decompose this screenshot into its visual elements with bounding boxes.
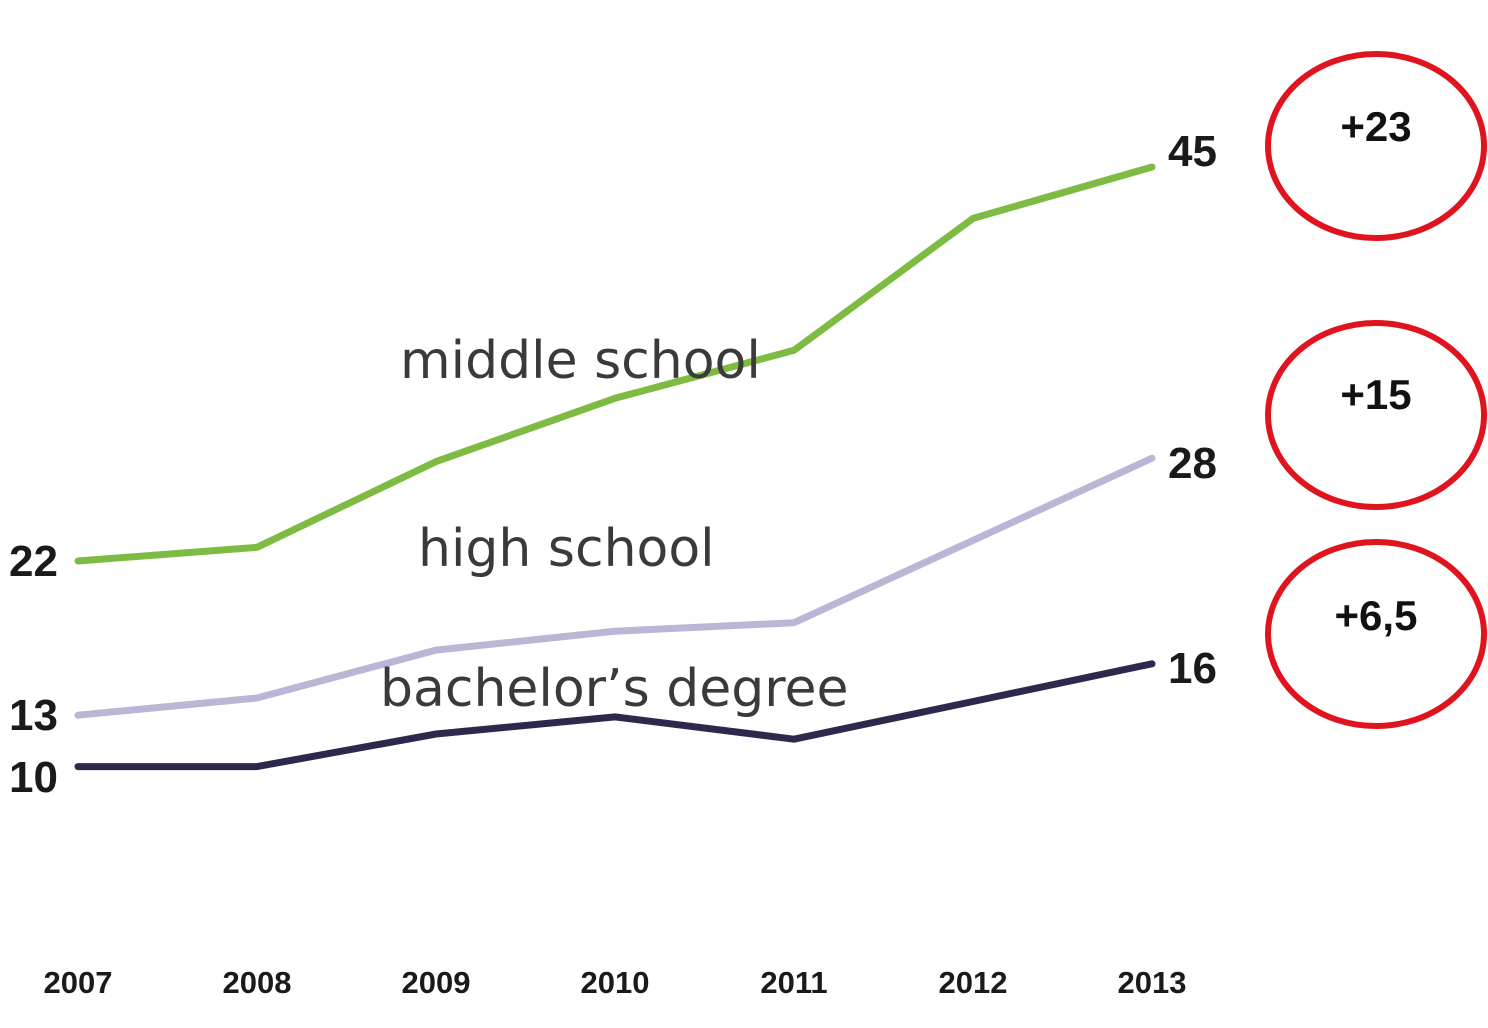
data-point-high-school-2012 bbox=[970, 537, 976, 544]
x-tick-label-2011: 2011 bbox=[760, 965, 827, 1000]
data-point-middle-school-2007 bbox=[75, 558, 81, 564]
end-value-labels: 45 28 16 bbox=[1168, 127, 1217, 693]
x-tick-label-2008: 2008 bbox=[223, 965, 292, 1000]
x-tick-label-2012: 2012 bbox=[939, 965, 1008, 1000]
data-point-high-school-2011 bbox=[791, 619, 797, 626]
data-point-high-school-2008 bbox=[254, 695, 260, 701]
data-point-bachelors-degree-2008 bbox=[254, 763, 260, 770]
series-name-bachelors-degree: bachelor’s degree bbox=[380, 659, 848, 719]
series-name-high-school: high school bbox=[418, 519, 715, 579]
x-tick-label-2007: 2007 bbox=[44, 965, 113, 1000]
end-value-label-middle-school: 45 bbox=[1168, 127, 1217, 176]
x-axis-tick-labels: 2007 2008 2009 2010 2011 2012 2013 bbox=[44, 965, 1187, 1000]
data-point-high-school-2013 bbox=[1149, 455, 1155, 462]
end-value-label-bachelors-degree: 16 bbox=[1168, 644, 1217, 693]
data-point-high-school-2010 bbox=[612, 628, 618, 635]
data-point-bachelors-degree-2007 bbox=[75, 763, 81, 770]
end-value-label-high-school: 28 bbox=[1168, 439, 1217, 488]
x-tick-label-2010: 2010 bbox=[581, 965, 650, 1000]
data-point-bachelors-degree-2011 bbox=[791, 736, 797, 743]
start-value-labels: 22 13 10 bbox=[9, 537, 58, 802]
series-name-middle-school: middle school bbox=[400, 331, 761, 391]
start-value-label-middle-school: 22 bbox=[9, 537, 58, 586]
data-point-middle-school-2012 bbox=[970, 215, 976, 222]
data-point-bachelors-degree-2009 bbox=[433, 731, 439, 737]
start-value-label-bachelors-degree: 10 bbox=[9, 753, 58, 802]
series-name-labels: middle school high school bachelor’s degre… bbox=[380, 331, 848, 719]
change-label-middle-school: +23 bbox=[1340, 103, 1411, 150]
series-lines bbox=[74, 163, 1156, 771]
data-point-middle-school-2008 bbox=[254, 544, 260, 551]
x-tick-label-2013: 2013 bbox=[1118, 965, 1187, 1000]
change-circle-middle-school bbox=[1265, 51, 1487, 241]
change-circle-high-school bbox=[1265, 320, 1487, 510]
data-point-bachelors-degree-2013 bbox=[1149, 660, 1155, 667]
data-point-middle-school-2011 bbox=[791, 347, 797, 354]
change-circle-bachelors-degree bbox=[1265, 539, 1487, 729]
data-point-bachelors-degree-2012 bbox=[970, 698, 976, 705]
start-value-label-high-school: 13 bbox=[9, 691, 58, 740]
data-point-bachelors-degree-2010 bbox=[612, 713, 618, 720]
change-label-bachelors-degree: +6,5 bbox=[1335, 592, 1418, 639]
change-annotations: +23 +15 +6,5 bbox=[1265, 51, 1487, 729]
data-point-high-school-2007 bbox=[75, 712, 81, 719]
data-point-high-school-2009 bbox=[433, 647, 439, 654]
data-point-middle-school-2013 bbox=[1149, 164, 1155, 170]
data-point-middle-school-2009 bbox=[433, 458, 439, 465]
data-point-middle-school-2010 bbox=[612, 395, 618, 402]
change-label-high-school: +15 bbox=[1340, 371, 1411, 418]
x-tick-label-2009: 2009 bbox=[402, 965, 471, 1000]
